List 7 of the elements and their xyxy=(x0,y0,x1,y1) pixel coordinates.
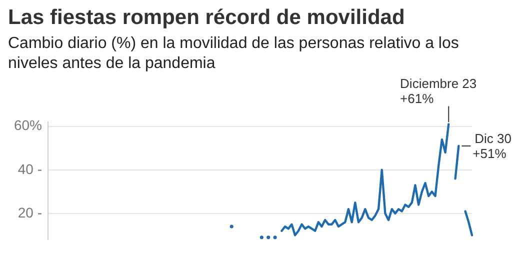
y-tick-label: 60% xyxy=(14,117,42,134)
chart-subtitle: Cambio diario (%) en la movilidad de las personas relativo a los niveles antes de la pandemia xyxy=(8,34,460,74)
text: Dic 30 +51% xyxy=(472,130,512,161)
y-tick-label: 40 - xyxy=(18,160,42,177)
chart-title: Las fiestas rompen récord de movilidad xyxy=(8,7,406,30)
text: Diciembre 23 +61% xyxy=(400,76,477,106)
y-tick-label: 20 - xyxy=(18,204,42,220)
